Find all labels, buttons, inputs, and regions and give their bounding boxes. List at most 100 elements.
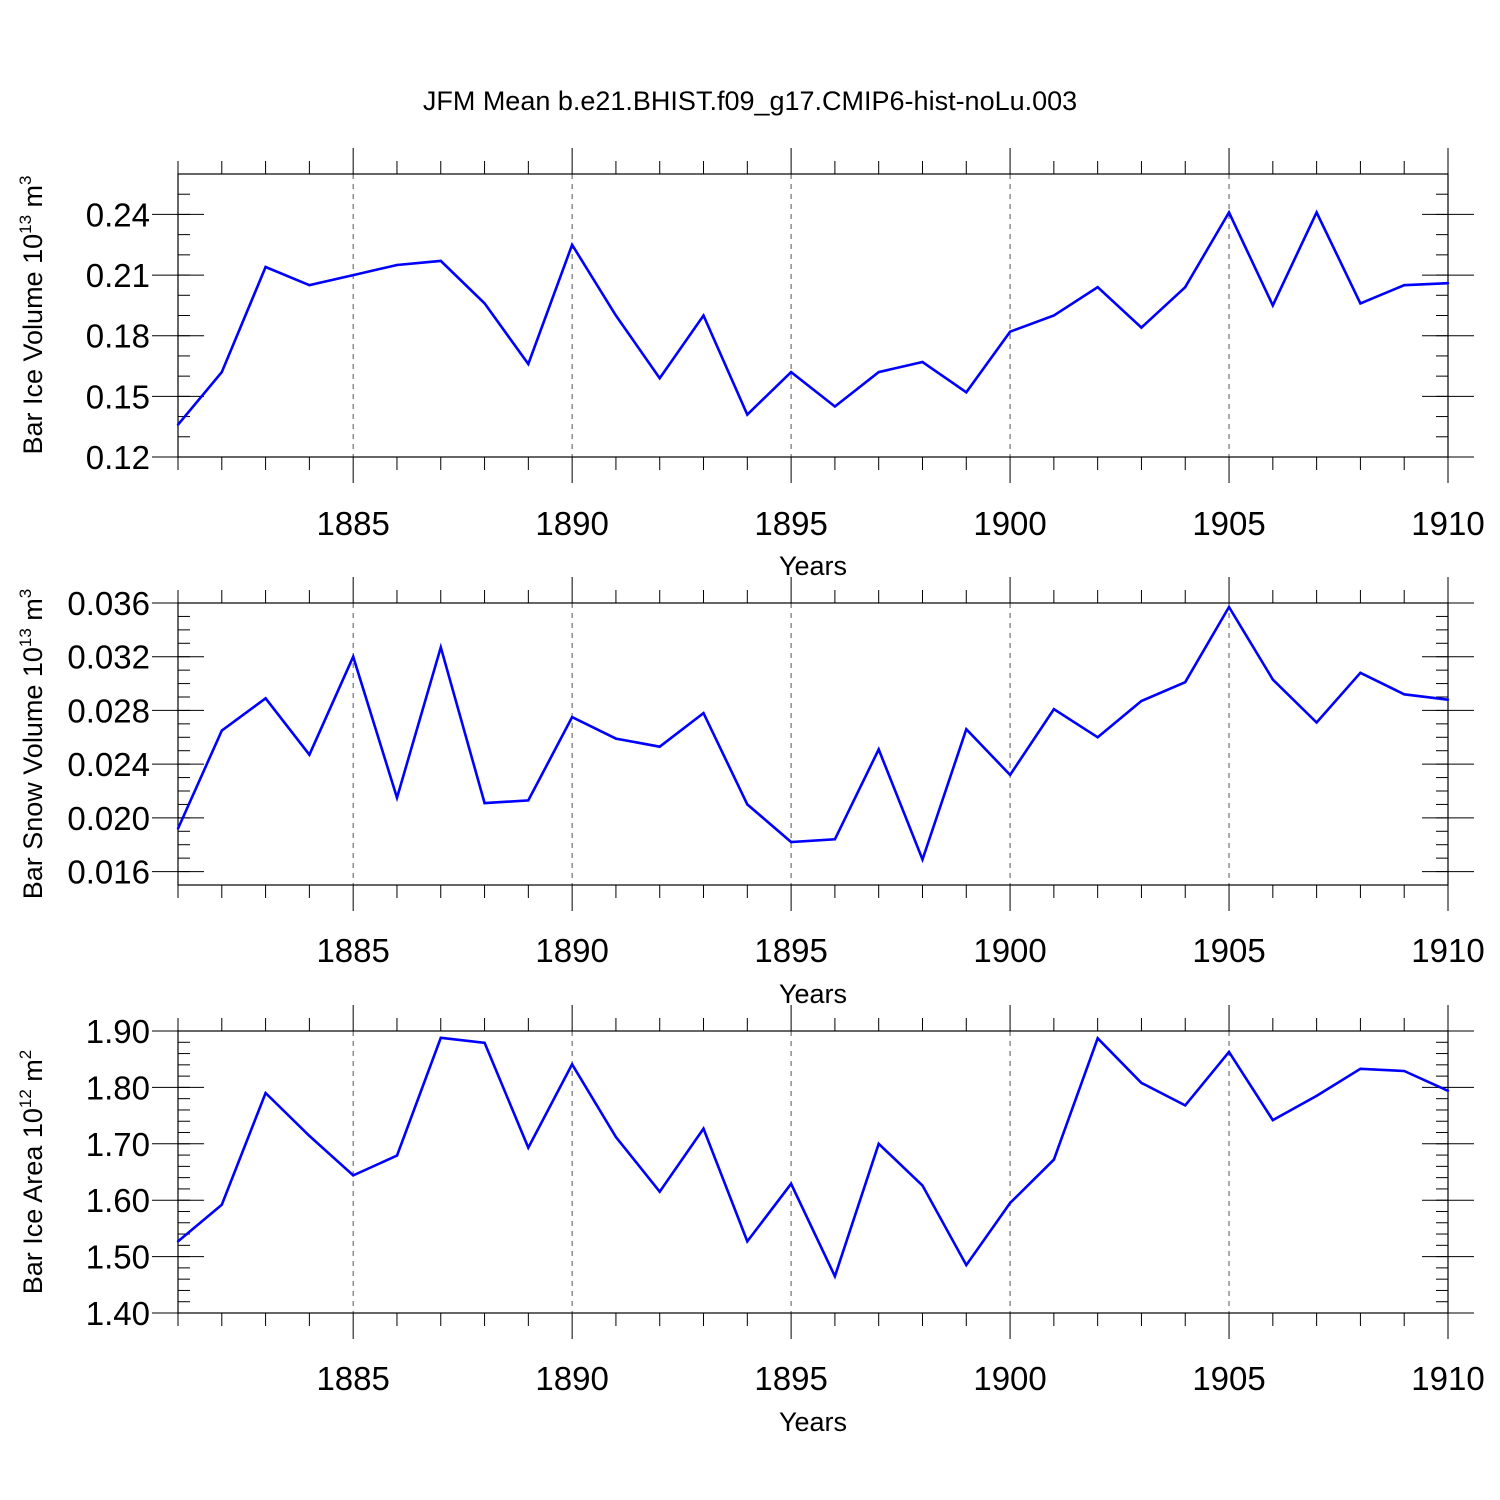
x-tick-label: 1905 bbox=[1192, 932, 1265, 969]
data-point bbox=[1008, 773, 1012, 777]
data-point bbox=[1403, 283, 1406, 287]
data-point bbox=[1052, 707, 1056, 711]
data-point bbox=[1359, 1067, 1362, 1070]
data-point bbox=[1271, 678, 1275, 681]
data-point bbox=[220, 729, 223, 732]
y-axis-label-exponent: 3 bbox=[16, 589, 35, 598]
data-point bbox=[1227, 1050, 1231, 1054]
data-point bbox=[527, 362, 530, 366]
y-axis-label: Bar Snow Volume 1013 m3 bbox=[16, 589, 48, 900]
data-point bbox=[1315, 721, 1318, 724]
data-point bbox=[176, 827, 180, 830]
data-point bbox=[1184, 681, 1187, 684]
data-point bbox=[1403, 1069, 1406, 1073]
x-tick-label: 1910 bbox=[1411, 505, 1484, 542]
x-tick-label: 1890 bbox=[535, 1360, 608, 1397]
data-point bbox=[308, 1134, 311, 1138]
data-point bbox=[1359, 671, 1362, 675]
y-axis-label-exponent: 12 bbox=[16, 1089, 35, 1108]
data-point bbox=[1096, 736, 1099, 739]
data-point bbox=[1446, 698, 1450, 701]
data-point bbox=[220, 1203, 223, 1206]
data-point bbox=[877, 370, 880, 374]
y-axis-label-text: Bar Snow Volume 10 bbox=[18, 647, 48, 899]
data-point bbox=[439, 1036, 442, 1039]
data-point bbox=[1227, 605, 1231, 609]
data-point bbox=[308, 753, 311, 756]
data-point bbox=[746, 803, 749, 806]
y-tick-label: 1.40 bbox=[86, 1295, 150, 1332]
data-point bbox=[746, 413, 749, 416]
data-point bbox=[570, 715, 574, 719]
data-point bbox=[833, 1275, 837, 1278]
data-point bbox=[351, 1174, 355, 1177]
data-point bbox=[1096, 1037, 1099, 1040]
data-point bbox=[264, 1091, 267, 1095]
y-tick-label: 1.50 bbox=[86, 1239, 150, 1276]
data-point bbox=[527, 1146, 530, 1149]
data-point bbox=[1403, 693, 1406, 696]
data-point bbox=[570, 1063, 574, 1066]
y-tick-label: 0.024 bbox=[67, 746, 150, 783]
data-point bbox=[965, 1263, 968, 1267]
data-point bbox=[395, 796, 399, 799]
data-point bbox=[1446, 281, 1450, 285]
data-point bbox=[614, 1135, 618, 1139]
plot-frame bbox=[177, 173, 1449, 458]
data-point bbox=[1008, 1201, 1012, 1205]
x-tick-label: 1905 bbox=[1192, 1360, 1265, 1397]
data-point bbox=[1271, 304, 1275, 307]
y-axis-label-text: m bbox=[18, 1059, 48, 1089]
x-tick-label: 1890 bbox=[535, 932, 608, 969]
x-tick-label: 1885 bbox=[316, 505, 389, 542]
x-tick-label: 1900 bbox=[973, 1360, 1046, 1397]
y-tick-label: 0.028 bbox=[67, 692, 150, 729]
data-point bbox=[658, 745, 661, 748]
data-point bbox=[1008, 330, 1012, 333]
panels: 0.12 0.15 0.18 0.21 0.24 1885 1890 1895 1900 1905… bbox=[16, 148, 1485, 1437]
data-point bbox=[921, 360, 924, 364]
data-point bbox=[702, 711, 705, 715]
y-axis-label-exponent: 13 bbox=[16, 628, 35, 647]
x-axis-label: Years bbox=[779, 551, 847, 581]
y-tick-label: 0.036 bbox=[67, 585, 150, 622]
y-tick-label: 1.90 bbox=[86, 1013, 150, 1050]
x-tick-label: 1910 bbox=[1411, 932, 1484, 969]
chart-panel-2: 0.016 0.020 0.024 0.028 0.032 0.036 1885 1890 18… bbox=[16, 577, 1485, 1009]
data-point bbox=[1446, 1089, 1450, 1092]
y-tick-label: 0.016 bbox=[67, 854, 150, 891]
data-point bbox=[614, 737, 618, 740]
data-point bbox=[395, 263, 399, 267]
y-tick-label: 1.60 bbox=[86, 1182, 150, 1219]
data-point bbox=[965, 391, 968, 394]
x-tick-label: 1900 bbox=[973, 932, 1046, 969]
x-tick-label: 1890 bbox=[535, 505, 608, 542]
data-point bbox=[1140, 326, 1143, 329]
data-point bbox=[220, 370, 223, 374]
y-axis-label-text: m bbox=[18, 598, 48, 628]
data-point bbox=[833, 405, 837, 408]
data-point bbox=[877, 748, 880, 751]
y-tick-label: 0.24 bbox=[86, 196, 150, 233]
y-tick-label: 0.18 bbox=[86, 318, 150, 355]
data-point bbox=[965, 728, 968, 731]
y-tick-label: 1.70 bbox=[86, 1126, 150, 1163]
data-point bbox=[1140, 1081, 1143, 1085]
y-axis-label-text: Bar Ice Volume 10 bbox=[18, 234, 48, 455]
chart-panel-1: 0.12 0.15 0.18 0.21 0.24 1885 1890 1895 1900 1905… bbox=[16, 148, 1485, 581]
data-point bbox=[176, 423, 180, 426]
series-line bbox=[176, 604, 1449, 864]
x-axis-label: Years bbox=[779, 979, 847, 1009]
y-axis-label-exponent: 3 bbox=[16, 175, 35, 184]
data-point bbox=[483, 302, 486, 305]
data-point bbox=[1052, 1158, 1056, 1161]
data-point bbox=[877, 1142, 880, 1146]
y-axis-label-text: m bbox=[18, 185, 48, 215]
data-point bbox=[264, 697, 267, 700]
data-point bbox=[614, 314, 618, 317]
x-tick-label: 1885 bbox=[316, 932, 389, 969]
data-point bbox=[483, 801, 486, 805]
y-axis-label-exponent: 2 bbox=[16, 1050, 35, 1059]
data-point bbox=[789, 840, 793, 844]
